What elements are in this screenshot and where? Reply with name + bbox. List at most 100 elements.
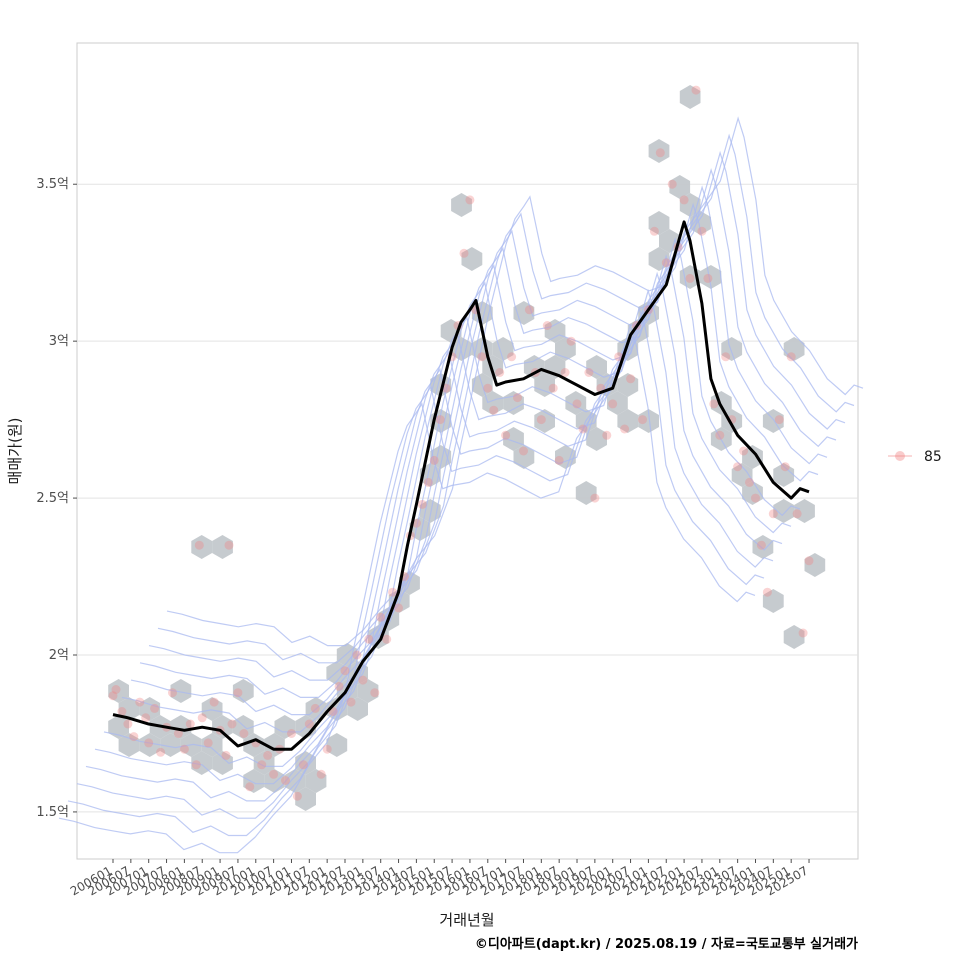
scatter-point (263, 750, 273, 760)
hexbin-cell (264, 733, 285, 757)
hexbin-cell (212, 751, 233, 775)
hexbin-cell (139, 733, 161, 757)
contour-line (166, 116, 864, 647)
scatter-point (798, 628, 808, 638)
scatter-point (203, 738, 213, 748)
scatter-point (566, 336, 576, 346)
hexbin-cell (523, 355, 545, 379)
hexbin-cell (108, 679, 129, 703)
scatter-points (108, 85, 814, 801)
scatter-point (123, 719, 133, 729)
scatter-point (108, 691, 118, 701)
scatter-point (179, 744, 189, 754)
hexbin-cell (731, 463, 753, 487)
scatter-point (501, 430, 511, 440)
scatter-point (572, 399, 582, 409)
scatter-point (667, 179, 677, 189)
y-tick-label: 3.5억 (36, 177, 69, 192)
hexbin-cell (118, 733, 140, 757)
scatter-point (370, 688, 380, 698)
contour-line (67, 306, 765, 837)
contour-line (130, 185, 828, 716)
scatter-point (352, 650, 362, 660)
y-axis-title: 매매가(원) (6, 418, 24, 485)
scatter-point (786, 352, 796, 362)
hexbin-cell (118, 697, 140, 721)
scatter-point (281, 776, 290, 785)
hexbin-cell (773, 463, 795, 487)
scatter-point (751, 493, 760, 503)
scatter-point (435, 415, 445, 425)
scatter-point (269, 769, 279, 779)
legend-key-point (895, 451, 905, 461)
contour-line (121, 202, 819, 733)
scatter-point (185, 719, 195, 729)
hexbin-cell (274, 715, 296, 739)
scatter-point (507, 352, 517, 362)
hexbin-cell (586, 355, 607, 379)
scatter-point (745, 477, 754, 487)
scatter-point (620, 424, 630, 434)
scatter-point (626, 374, 636, 384)
scatter-point (135, 697, 145, 707)
hexbin-cell (357, 679, 379, 703)
scatter-point (322, 744, 332, 754)
scatter-point (477, 352, 487, 362)
hexbin-cell (804, 553, 826, 577)
scatter-point (257, 760, 267, 770)
scatter-point (292, 791, 302, 801)
hexbin-cell (212, 715, 233, 739)
scatter-point (459, 248, 469, 258)
hexbin-cell (638, 409, 659, 433)
scatter-point (144, 738, 154, 748)
scatter-point (780, 462, 790, 472)
hexbin-cell (586, 427, 607, 451)
scatter-point (733, 462, 743, 472)
scatter-point (129, 732, 139, 742)
scatter-point (376, 612, 386, 622)
contour-line (139, 168, 837, 698)
scatter-point (495, 368, 505, 377)
y-tick-label: 2.5억 (36, 491, 69, 506)
hexbin-cell (108, 715, 129, 739)
scatter-point (239, 729, 249, 738)
scatter-point (542, 321, 552, 330)
scatter-point (340, 666, 350, 676)
hexbin-cell (347, 697, 368, 721)
scatter-point (489, 405, 499, 415)
hexbin-cell (201, 697, 223, 721)
contour-line (85, 271, 783, 802)
y-tick-label: 3억 (49, 334, 69, 349)
scatter-point (191, 760, 201, 770)
contour-line (157, 133, 855, 664)
scatter-point (298, 760, 308, 770)
scatter-point (804, 556, 814, 566)
scatter-point (638, 415, 647, 425)
scatter-point (310, 703, 320, 713)
scatter-point (756, 540, 766, 550)
scatter-point (194, 540, 204, 550)
scatter-point (429, 455, 439, 465)
hexbin-cell (648, 211, 670, 235)
scatter-point (394, 603, 403, 613)
x-axis: 2006012006072007012007072008012008072009… (68, 859, 811, 899)
hexbin-cell (513, 445, 535, 469)
x-axis-title: 거래년월 (439, 911, 494, 929)
hexbin-cell (170, 715, 192, 739)
scatter-point (141, 713, 151, 723)
hexbin-cell (742, 481, 763, 505)
scatter-point (483, 383, 493, 393)
scatter-point (513, 393, 522, 403)
scatter-point (316, 769, 326, 779)
hexbin-cell (243, 733, 265, 757)
density-contours (58, 116, 864, 854)
hexbin-cell (742, 445, 763, 469)
hexbin-cell (659, 229, 680, 253)
hexbin-cell (679, 85, 701, 109)
scatter-point (762, 587, 772, 597)
hexbin-cell (721, 337, 743, 361)
y-tick-label: 1.5억 (36, 805, 69, 820)
hexbin-cell (700, 265, 722, 289)
hexbin-cell (461, 247, 483, 271)
scatter-point (417, 499, 427, 509)
